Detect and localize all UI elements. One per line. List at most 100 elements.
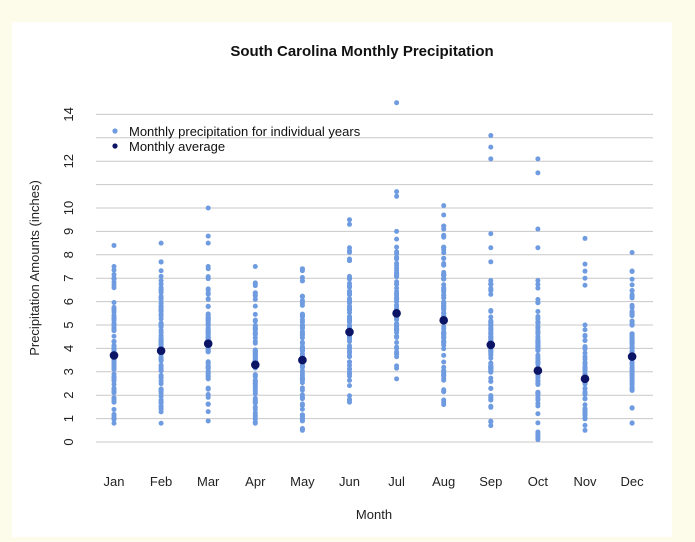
individual-year-point — [441, 402, 447, 408]
x-tick-label: Jul — [388, 474, 405, 489]
individual-year-point — [394, 189, 400, 195]
individual-year-point — [629, 318, 635, 324]
legend-label-average: Monthly average — [129, 139, 225, 154]
individual-year-point — [158, 281, 164, 287]
individual-year-point — [582, 332, 588, 338]
individual-year-point — [205, 290, 211, 296]
individual-year-point — [535, 352, 541, 358]
individual-year-point — [535, 324, 541, 330]
individual-year-point — [347, 256, 352, 262]
individual-year-point — [535, 403, 541, 409]
x-tick-label: Jun — [339, 474, 360, 489]
individual-year-point — [441, 203, 447, 209]
individual-year-point — [299, 319, 305, 325]
individual-year-point — [205, 264, 211, 269]
individual-year-point — [158, 300, 164, 306]
individual-year-point — [158, 285, 164, 291]
individual-year-point — [394, 265, 400, 271]
individual-year-point — [488, 144, 494, 150]
individual-year-point — [488, 278, 494, 284]
individual-year-point — [629, 335, 635, 341]
individual-year-point — [252, 347, 258, 353]
individual-year-point — [535, 437, 541, 443]
individual-year-point — [158, 259, 164, 265]
individual-year-point — [347, 373, 352, 379]
individual-year-point — [158, 341, 164, 347]
individual-year-point — [535, 394, 541, 400]
individual-year-point — [158, 364, 164, 370]
individual-year-point — [347, 273, 352, 279]
individual-year-point — [111, 411, 117, 417]
individual-year-point — [582, 386, 588, 392]
individual-year-point — [629, 362, 635, 368]
individual-year-point — [205, 318, 211, 324]
individual-year-point — [252, 280, 258, 286]
y-tick-label: 1 — [61, 415, 76, 422]
individual-year-point — [252, 383, 258, 389]
individual-year-point — [394, 330, 400, 336]
monthly-average-point — [580, 374, 590, 384]
individual-year-point — [488, 286, 494, 292]
individual-year-point — [629, 308, 635, 314]
individual-year-point — [347, 283, 352, 289]
x-tick-label: Oct — [528, 474, 549, 489]
individual-year-point — [158, 372, 164, 378]
individual-year-point — [205, 392, 211, 398]
individual-year-point — [535, 420, 541, 426]
individual-year-point — [394, 244, 400, 250]
individual-year-point — [441, 377, 447, 383]
legend-marker-individual — [112, 128, 118, 134]
y-tick-label: 3 — [61, 368, 76, 375]
individual-year-point — [488, 291, 494, 297]
individual-year-point — [394, 363, 400, 369]
individual-year-point — [441, 245, 447, 251]
individual-year-point — [158, 403, 164, 409]
individual-year-point — [629, 386, 635, 392]
individual-year-point — [394, 340, 400, 346]
individual-year-point — [394, 354, 400, 360]
individual-year-point — [111, 420, 117, 426]
individual-year-point — [347, 377, 352, 383]
individual-year-point — [535, 411, 541, 417]
individual-year-point — [394, 376, 400, 382]
individual-year-point — [629, 370, 635, 376]
y-tick-label: 5 — [61, 321, 76, 328]
individual-year-point — [299, 418, 305, 424]
y-tick-label: 2 — [61, 392, 76, 399]
y-tick-label: 12 — [61, 154, 76, 168]
individual-year-point — [488, 348, 494, 354]
individual-year-point — [111, 299, 117, 305]
individual-year-point — [111, 366, 117, 372]
individual-year-point — [629, 288, 635, 294]
individual-year-point — [252, 414, 258, 420]
individual-year-point — [582, 427, 588, 433]
individual-year-point — [347, 353, 352, 359]
individual-year-point — [441, 212, 447, 218]
individual-year-point — [111, 399, 117, 405]
legend-marker-average — [112, 143, 118, 149]
monthly-average-point — [392, 309, 401, 318]
individual-year-point — [441, 339, 447, 345]
individual-year-point — [347, 345, 352, 351]
individual-year-point — [205, 313, 211, 319]
individual-year-point — [299, 406, 305, 412]
individual-year-point — [488, 329, 494, 335]
monthly-average-point — [203, 339, 213, 349]
individual-year-point — [252, 318, 258, 324]
individual-year-point — [347, 217, 352, 223]
individual-year-point — [488, 308, 494, 314]
individual-year-point — [111, 317, 117, 323]
individual-year-point — [535, 226, 541, 232]
individual-year-point — [111, 361, 117, 367]
individual-year-point — [158, 296, 164, 302]
individual-year-point — [205, 418, 211, 424]
individual-year-point — [535, 278, 541, 284]
individual-year-point — [299, 311, 305, 317]
individual-year-point — [111, 333, 117, 339]
individual-year-point — [535, 285, 541, 291]
individual-year-point — [535, 361, 541, 367]
individual-year-point — [252, 264, 258, 269]
chart-title: South Carolina Monthly Precipitation — [230, 43, 493, 60]
individual-year-point — [488, 132, 494, 138]
individual-year-point — [535, 382, 541, 388]
